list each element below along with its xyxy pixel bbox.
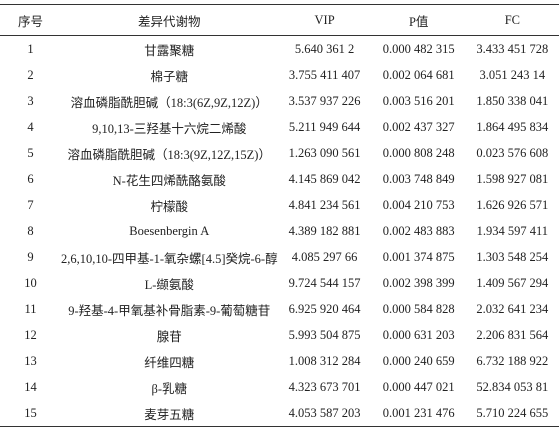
table-cell: 5 xyxy=(27,145,34,160)
table-cell: 4.841 234 561 xyxy=(288,197,361,212)
table-cell: 11 xyxy=(24,301,37,316)
table-cell: 0.002 398 399 xyxy=(382,275,455,290)
table-row: 7 柠檬酸 4.841 234 561 0.004 210 753 1.626 926 … xyxy=(0,192,559,218)
table-cell: 1.626 926 571 xyxy=(476,197,549,212)
table-cell: 0.002 064 681 xyxy=(382,67,455,82)
table-cell: 5.640 361 2 xyxy=(294,41,355,56)
table-row: 11 9-羟基-4-甲氧基补骨脂素-9-葡萄糖苷 6.925 920 464 0.00… xyxy=(0,296,559,322)
table-row: 15 麦芽五糖 4.053 587 203 0.001 231 476 5.710 22… xyxy=(0,400,559,427)
table-cell: 4.323 673 701 xyxy=(288,379,361,394)
table-cell: 5.710 224 655 xyxy=(465,400,559,427)
table-cell: 腺苷 xyxy=(156,329,182,344)
table-row: 10 L-缬氨酸 9.724 544 157 0.002 398 399 1.409 5… xyxy=(0,270,559,296)
data-table: 序号 差异代谢物 VIP P值 FC 1 甘露聚糖 5.640 361 2 0.000 482… xyxy=(0,4,559,427)
table-cell: 甘露聚糖 xyxy=(144,43,195,58)
table-row: 8 Boesenbergin A 4.389 182 881 0.002 483 88… xyxy=(0,218,559,244)
table-cell: 2.206 831 564 xyxy=(476,327,549,342)
table-cell: 4.145 869 042 xyxy=(288,171,361,186)
table-cell: 9.724 544 157 xyxy=(288,275,361,290)
table-cell: 0.001 374 875 xyxy=(382,249,455,264)
table-cell: 5.211 949 644 xyxy=(288,119,361,134)
table-cell: 9 xyxy=(27,249,34,264)
table-row: 13 纤维四糖 1.008 312 284 0.000 240 659 6.732 18… xyxy=(0,348,559,374)
table-cell: 4.389 182 881 xyxy=(288,223,361,238)
table-row: 14 β-乳糖 4.323 673 701 0.000 447 021 52.834 0… xyxy=(0,374,559,400)
table-row: 12 腺苷 5.993 504 875 0.000 631 203 2.206 831 … xyxy=(0,322,559,348)
table-cell: 7 xyxy=(27,197,34,212)
table-cell: 52.834 053 81 xyxy=(476,379,549,394)
table-cell: 2 xyxy=(27,67,34,82)
header-cell: P值 xyxy=(371,4,466,36)
table-cell: 4.085 297 66 xyxy=(291,249,358,264)
table-cell: 0.003 748 849 xyxy=(382,171,455,186)
table-cell: 溶血磷脂酰胆碱（18:3(6Z,9Z,12Z)） xyxy=(70,95,268,110)
table-cell: 1.598 927 081 xyxy=(476,171,549,186)
table-cell: 0.000 631 203 xyxy=(382,327,455,342)
table-cell: 9,10,13-三羟基十六烷二烯酸 xyxy=(92,121,247,136)
table-cell: 1.263 090 561 xyxy=(288,145,361,160)
table-cell: 0.000 584 828 xyxy=(382,301,455,316)
table-cell: 1.850 338 041 xyxy=(476,93,549,108)
header-cell: 序号 xyxy=(0,4,61,36)
table-cell: β-乳糖 xyxy=(151,381,188,396)
table-cell: 0.000 482 315 xyxy=(382,41,455,56)
table-row: 5 溶血磷脂酰胆碱（18:3(9Z,12Z,15Z)） 1.263 090 561 0… xyxy=(0,140,559,166)
table-cell: 13 xyxy=(24,353,37,368)
table-row: 6 N-花生四烯酰酪氨酸 4.145 869 042 0.003 748 849 1.5… xyxy=(0,166,559,192)
table-cell: 8 xyxy=(27,223,34,238)
table-cell: 麦芽五糖 xyxy=(60,400,278,427)
table-cell: 1.934 597 411 xyxy=(476,223,549,238)
table-cell: 棉子糖 xyxy=(150,69,189,84)
table-cell: N-花生四烯酰酪氨酸 xyxy=(112,173,226,188)
table-body: 1 甘露聚糖 5.640 361 2 0.000 482 315 3.433 451 7… xyxy=(0,36,559,427)
header-row: 序号 差异代谢物 VIP P值 FC xyxy=(0,4,559,36)
table-cell: 0.004 210 753 xyxy=(382,197,455,212)
table-cell: 3.537 937 226 xyxy=(288,93,361,108)
table-cell: 0.003 516 201 xyxy=(382,93,455,108)
table-cell: 14 xyxy=(24,379,37,394)
table-cell: 4 xyxy=(27,119,34,134)
table-cell: 0.002 483 883 xyxy=(382,223,455,238)
table-cell: 纤维四糖 xyxy=(144,355,195,370)
table-cell: 溶血磷脂酰胆碱（18:3(9Z,12Z,15Z)） xyxy=(67,147,271,162)
table-cell: 3.755 411 407 xyxy=(288,67,361,82)
table-cell: 0.002 437 327 xyxy=(382,119,455,134)
table-cell: 0.000 808 248 xyxy=(382,145,455,160)
table-cell: 1.409 567 294 xyxy=(476,275,549,290)
table-cell: 15 xyxy=(0,400,61,427)
table-cell: 5.993 504 875 xyxy=(288,327,361,342)
table-row: 4 9,10,13-三羟基十六烷二烯酸 5.211 949 644 0.002 437… xyxy=(0,114,559,140)
table-cell: 3.051 243 14 xyxy=(479,67,546,82)
table-cell: 6.732 188 922 xyxy=(476,353,549,368)
table-cell: 12 xyxy=(24,327,37,342)
header-cell: VIP xyxy=(277,4,372,36)
table-row: 3 溶血磷脂酰胆碱（18:3(6Z,9Z,12Z)） 3.537 937 226 0.… xyxy=(0,88,559,114)
table-row: 9 2,6,10,10-四甲基-1-氧杂螺[4.5]癸烷-6-醇 4.085 297… xyxy=(0,244,559,270)
table-cell: 1.303 548 254 xyxy=(476,249,549,264)
table-cell: 3.433 451 728 xyxy=(476,41,549,56)
table-cell: L-缬氨酸 xyxy=(144,277,194,292)
table-cell: 0.000 447 021 xyxy=(382,379,455,394)
table-cell: 0.000 240 659 xyxy=(382,353,455,368)
table-cell: 10 xyxy=(24,275,37,290)
table-cell: 9-羟基-4-甲氧基补骨脂素-9-葡萄糖苷 xyxy=(68,303,271,318)
header-cell: FC xyxy=(465,4,559,36)
table-cell: 2,6,10,10-四甲基-1-氧杂螺[4.5]癸烷-6-醇 xyxy=(60,251,278,266)
table-cell: 2.032 641 234 xyxy=(476,301,549,316)
table-cell: 柠檬酸 xyxy=(150,199,189,214)
table-cell: 4.053 587 203 xyxy=(277,400,372,427)
table-cell: 1.864 495 834 xyxy=(476,119,549,134)
table-cell: 6 xyxy=(27,171,34,186)
table-cell: Boesenbergin A xyxy=(129,223,210,238)
table-cell: 3 xyxy=(27,93,34,108)
table-cell: 0.023 576 608 xyxy=(476,145,549,160)
header-cell: 差异代谢物 xyxy=(60,4,278,36)
table-row: 1 甘露聚糖 5.640 361 2 0.000 482 315 3.433 451 7… xyxy=(0,36,559,63)
table-cell: 1.008 312 284 xyxy=(288,353,361,368)
table-cell: 0.001 231 476 xyxy=(371,400,466,427)
table-cell: 1 xyxy=(27,41,34,56)
table-row: 2 棉子糖 3.755 411 407 0.002 064 681 3.051 243 … xyxy=(0,62,559,88)
table-cell: 6.925 920 464 xyxy=(288,301,361,316)
